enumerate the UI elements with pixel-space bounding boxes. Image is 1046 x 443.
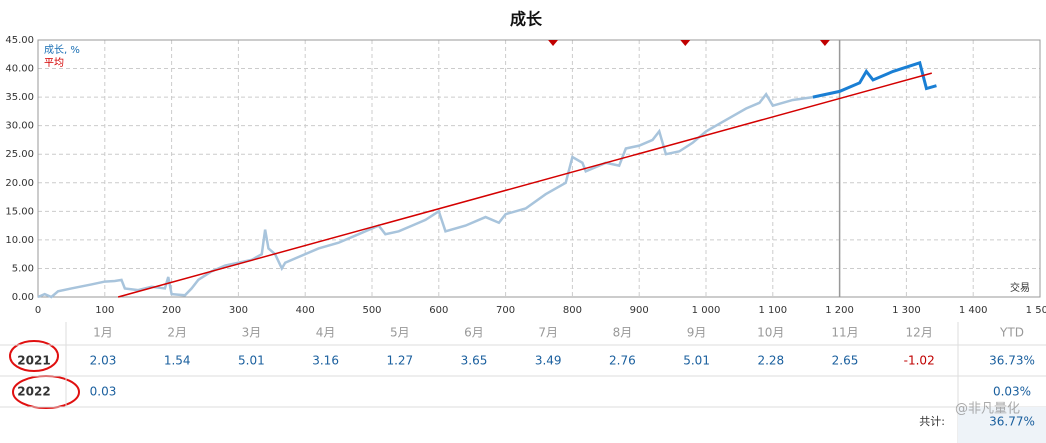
highlight-circle bbox=[9, 340, 59, 372]
month-value: 0.03 bbox=[90, 385, 117, 399]
x-tick-label: 200 bbox=[162, 305, 181, 316]
table-header: 6月 bbox=[464, 326, 484, 340]
x-tick-label: 1 300 bbox=[892, 305, 921, 316]
x-tick-label: 600 bbox=[429, 305, 448, 316]
month-value: 2.28 bbox=[757, 354, 784, 368]
table-header: 2月 bbox=[167, 326, 187, 340]
y-tick-label: 30.00 bbox=[5, 121, 34, 132]
month-value: 1.54 bbox=[164, 354, 191, 368]
x-tick-label: 800 bbox=[563, 305, 582, 316]
month-value: -1.02 bbox=[904, 354, 935, 368]
x-tick-label: 0 bbox=[35, 305, 41, 316]
y-tick-label: 20.00 bbox=[5, 178, 34, 189]
x-tick-label: 1 100 bbox=[758, 305, 787, 316]
y-tick-label: 15.00 bbox=[5, 206, 34, 217]
event-marker bbox=[819, 40, 830, 46]
x-tick-label: 1 500 bbox=[1026, 305, 1046, 316]
event-marker bbox=[680, 40, 691, 46]
table-header: 9月 bbox=[687, 326, 707, 340]
ytd-value: 0.03% bbox=[993, 385, 1031, 399]
total-cell bbox=[958, 407, 1046, 443]
month-value: 3.49 bbox=[535, 354, 562, 368]
y-tick-label: 5.00 bbox=[12, 263, 34, 274]
table-header: 7月 bbox=[538, 326, 558, 340]
month-value: 3.16 bbox=[312, 354, 339, 368]
x-tick-label: 500 bbox=[362, 305, 381, 316]
month-value: 5.01 bbox=[683, 354, 710, 368]
x-tick-label: 300 bbox=[229, 305, 248, 316]
table-header: YTD bbox=[999, 326, 1024, 340]
plot-border bbox=[37, 39, 1041, 298]
table-header: 4月 bbox=[316, 326, 336, 340]
y-tick-label: 10.00 bbox=[5, 235, 34, 246]
x-tick-label: 700 bbox=[496, 305, 515, 316]
x-axis-label: 交易 bbox=[1010, 281, 1030, 294]
table-header: 1月 bbox=[93, 326, 113, 340]
y-tick-label: 45.00 bbox=[5, 35, 34, 46]
ytd-value: 36.73% bbox=[989, 354, 1035, 368]
month-value: 5.01 bbox=[238, 354, 265, 368]
legend-label: 平均 bbox=[44, 57, 64, 69]
x-tick-label: 1 000 bbox=[692, 305, 721, 316]
total-value: 36.77% bbox=[989, 415, 1035, 429]
table-header: 5月 bbox=[390, 326, 410, 340]
row-year: 2021 bbox=[17, 354, 50, 368]
x-tick-label: 900 bbox=[630, 305, 649, 316]
legend-label: 成长, % bbox=[44, 44, 80, 56]
watermark: @非凡量化 bbox=[955, 402, 1020, 417]
total-label: 共计: bbox=[919, 415, 945, 428]
row-year: 2022 bbox=[17, 385, 50, 399]
x-tick-label: 1 400 bbox=[959, 305, 988, 316]
series-line bbox=[37, 92, 814, 299]
y-tick-label: 0.00 bbox=[12, 292, 34, 303]
table-header: 11月 bbox=[831, 326, 858, 340]
event-marker bbox=[548, 40, 559, 46]
y-tick-label: 35.00 bbox=[5, 92, 34, 103]
table-header: 10月 bbox=[757, 326, 784, 340]
table-header: 8月 bbox=[613, 326, 633, 340]
chart-title: 成长 bbox=[510, 10, 543, 29]
y-tick-label: 25.00 bbox=[5, 149, 34, 160]
series-line bbox=[117, 72, 932, 298]
table-header: 3月 bbox=[242, 326, 262, 340]
month-value: 2.03 bbox=[90, 354, 117, 368]
month-value: 2.65 bbox=[832, 354, 859, 368]
y-tick-label: 40.00 bbox=[5, 64, 34, 75]
month-value: 1.27 bbox=[386, 354, 413, 368]
x-tick-label: 100 bbox=[95, 305, 114, 316]
month-value: 2.76 bbox=[609, 354, 636, 368]
month-value: 3.65 bbox=[461, 354, 488, 368]
x-tick-label: 1 200 bbox=[825, 305, 854, 316]
series-line-recent bbox=[812, 60, 937, 99]
x-tick-label: 400 bbox=[296, 305, 315, 316]
table-header: 12月 bbox=[906, 326, 933, 340]
